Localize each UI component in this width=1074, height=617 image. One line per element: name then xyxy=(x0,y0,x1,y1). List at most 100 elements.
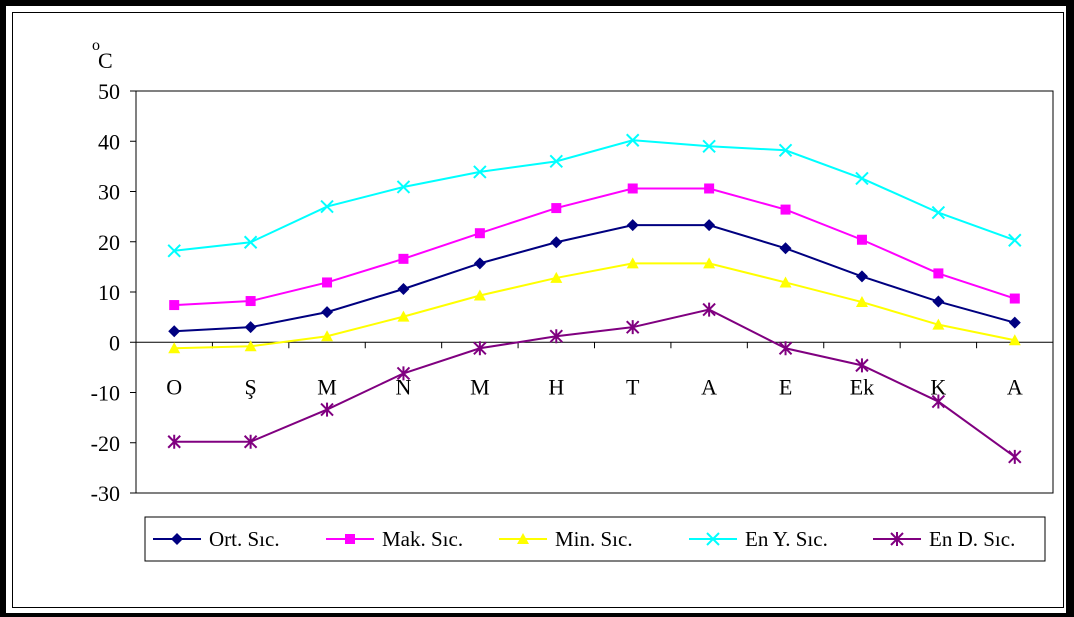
data-point xyxy=(931,394,946,409)
legend-label: En D. Sıc. xyxy=(929,527,1015,551)
data-point xyxy=(322,277,333,288)
series-line xyxy=(174,139,1016,252)
y-unit-superscript: o xyxy=(92,37,100,54)
y-unit: C xyxy=(98,48,113,73)
data-point xyxy=(779,276,792,288)
data-point xyxy=(702,139,716,153)
y-tick-label: -10 xyxy=(91,381,120,406)
x-tick-label: H xyxy=(548,374,564,399)
data-point xyxy=(855,296,868,308)
data-point xyxy=(855,171,869,186)
x-tick-label: A xyxy=(701,374,717,399)
series-3 xyxy=(168,257,1021,354)
x-tick-label: K xyxy=(930,374,946,399)
data-point xyxy=(549,154,563,169)
data-point xyxy=(473,257,486,270)
data-point xyxy=(933,268,944,279)
data-point xyxy=(1008,449,1022,464)
data-point xyxy=(396,180,411,194)
x-tick-label: M xyxy=(317,374,337,399)
legend-label: En Y. Sıc. xyxy=(745,527,828,551)
legend-item: Mak. Sıc. xyxy=(326,527,463,551)
series-layer xyxy=(167,133,1022,464)
data-point xyxy=(855,358,869,373)
legend-label: Min. Sıc. xyxy=(555,527,633,551)
series-line xyxy=(174,187,1016,307)
data-point xyxy=(244,321,257,334)
data-point xyxy=(168,342,181,354)
data-point xyxy=(1008,334,1021,346)
data-point xyxy=(932,295,945,308)
y-axis: 50 40 30 20 10 0 -10 -20 -30 xyxy=(91,79,136,506)
data-point xyxy=(473,289,486,301)
x-tick-label: Ş xyxy=(245,374,257,399)
chart-area-border xyxy=(12,12,1064,608)
data-point xyxy=(169,300,180,311)
data-point xyxy=(855,270,868,283)
data-point xyxy=(396,366,411,381)
data-point xyxy=(549,329,563,344)
data-point xyxy=(244,340,257,352)
x-tick-label: A xyxy=(1007,374,1023,399)
data-point xyxy=(703,257,716,269)
data-point xyxy=(551,203,562,214)
data-point xyxy=(243,434,258,449)
y-tick-label: -20 xyxy=(91,431,120,456)
data-point xyxy=(550,271,563,283)
series-1 xyxy=(168,219,1021,338)
data-point xyxy=(702,302,716,317)
legend-item: Ort. Sıc. xyxy=(153,527,280,551)
data-point xyxy=(779,242,792,255)
y-tick-label: 30 xyxy=(98,180,120,205)
x-tick-label: M xyxy=(470,374,490,399)
data-point xyxy=(856,234,867,245)
data-point xyxy=(397,310,410,322)
data-point xyxy=(167,434,181,449)
data-point xyxy=(321,306,334,319)
data-point xyxy=(626,320,640,335)
data-point xyxy=(704,183,715,194)
series-line xyxy=(174,308,1016,458)
y-tick-label: 20 xyxy=(98,230,120,255)
legend-marker xyxy=(171,533,183,545)
x-tick-label: O xyxy=(166,374,182,399)
x-tick-label: Ek xyxy=(850,374,874,399)
legend-item: Min. Sıc. xyxy=(499,527,633,551)
data-point xyxy=(626,133,640,147)
data-point xyxy=(245,296,256,307)
legend-item: En D. Sıc. xyxy=(873,527,1015,551)
y-tick-label: 50 xyxy=(98,79,120,104)
series-line xyxy=(174,224,1016,333)
data-point xyxy=(167,244,181,258)
data-point xyxy=(1008,233,1022,247)
y-tick-label: 10 xyxy=(98,280,120,305)
y-tick-label: 0 xyxy=(109,330,120,355)
legend-marker xyxy=(345,534,355,544)
legend-item: En Y. Sıc. xyxy=(689,527,828,551)
series-4 xyxy=(167,133,1022,258)
data-point xyxy=(626,257,639,269)
data-point xyxy=(243,235,258,249)
data-point xyxy=(931,205,946,220)
data-point xyxy=(703,219,716,232)
data-point xyxy=(627,183,638,194)
legend-marker xyxy=(517,533,529,544)
y-tick-label: -30 xyxy=(91,481,120,506)
y-unit-label: o C xyxy=(92,37,113,73)
data-point xyxy=(778,341,793,356)
data-point xyxy=(1009,293,1020,304)
data-point xyxy=(550,236,563,249)
data-point xyxy=(780,204,791,215)
legend-marker xyxy=(706,532,720,546)
x-tick-label: N xyxy=(396,374,412,399)
legend: Ort. Sıc. Mak. Sıc. Min. Sıc. En Y. Sıc. En … xyxy=(144,516,1046,562)
series-5 xyxy=(167,302,1022,464)
x-tick-label: E xyxy=(779,374,792,399)
data-point xyxy=(778,143,793,158)
data-point xyxy=(320,402,334,417)
data-point xyxy=(474,228,485,239)
series-2 xyxy=(169,183,1020,311)
data-point xyxy=(1008,316,1021,329)
data-point xyxy=(626,219,639,232)
